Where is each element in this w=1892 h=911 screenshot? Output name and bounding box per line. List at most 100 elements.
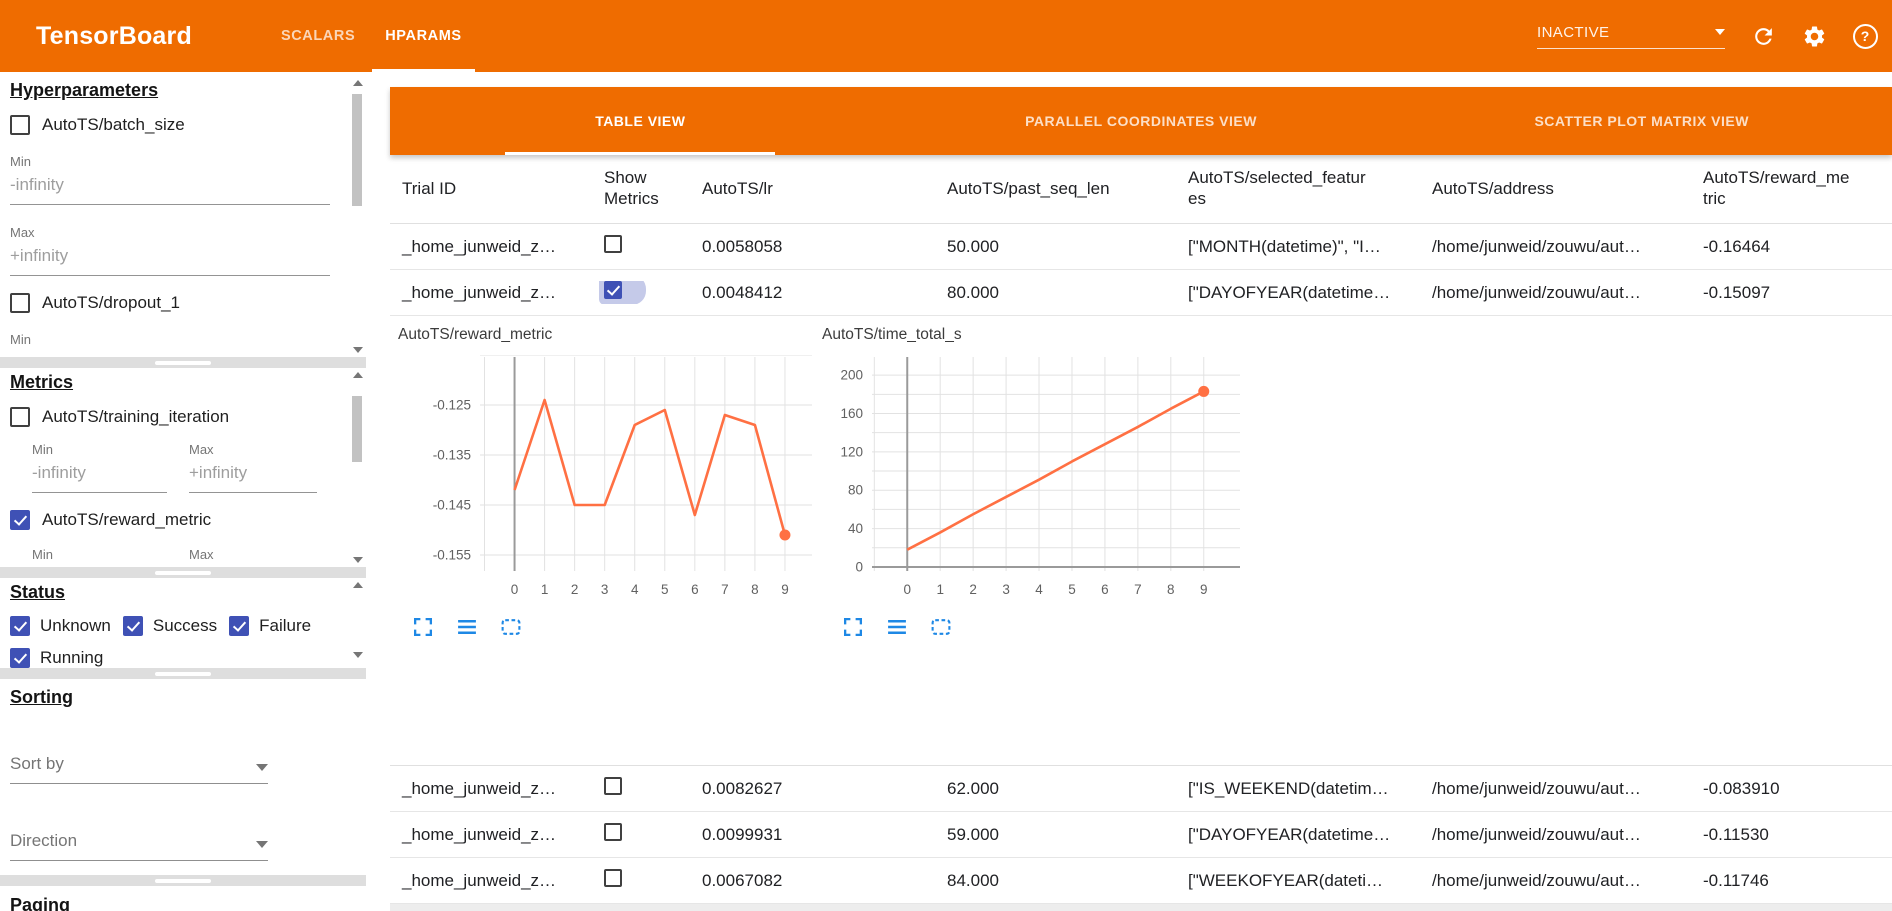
- max-input[interactable]: +infinity: [189, 457, 317, 493]
- direction-select[interactable]: Direction: [10, 831, 268, 861]
- svg-text:2: 2: [571, 582, 579, 597]
- scrollbar-thumb[interactable]: [352, 94, 362, 206]
- status-option-success[interactable]: Success: [122, 611, 217, 641]
- run-status-value: INACTIVE: [1537, 23, 1610, 41]
- checkbox[interactable]: [10, 616, 30, 636]
- svg-text:7: 7: [721, 582, 729, 597]
- chevron-down-icon: [256, 841, 268, 848]
- checkbox[interactable]: [10, 510, 30, 530]
- selected-features-cell: ["DAYOFYEAR(datetime…: [1188, 824, 1391, 844]
- checkbox[interactable]: [10, 407, 30, 427]
- status-label: Unknown: [40, 616, 111, 635]
- show-metrics-checkbox[interactable]: [604, 281, 622, 299]
- sort-by-value: Sort by: [10, 754, 64, 773]
- checkbox[interactable]: [10, 648, 30, 668]
- reward-metric-cell: -0.16464: [1703, 236, 1771, 256]
- scroll-down-icon[interactable]: [353, 557, 363, 563]
- svg-text:5: 5: [1068, 582, 1076, 597]
- column-header: AutoTS/address: [1432, 178, 1554, 198]
- scroll-down-icon[interactable]: [353, 652, 363, 658]
- svg-text:4: 4: [1035, 582, 1043, 597]
- tab-scalars[interactable]: SCALARS: [280, 28, 356, 44]
- address-cell: /home/junweid/zouwu/aut…: [1432, 870, 1641, 890]
- table-rows-top: _home_junweid_z… 0.0058058 50.000 ["MONTH(d…: [390, 224, 1892, 316]
- metric-label: AutoTS/training_iteration: [42, 407, 230, 426]
- zoom-selection-icon[interactable]: [500, 616, 522, 638]
- tab-scatter-plot-matrix-view[interactable]: SCATTER PLOT MATRIX VIEW: [1534, 113, 1749, 129]
- status-option-running[interactable]: Running: [10, 643, 103, 668]
- svg-text:9: 9: [1200, 582, 1208, 597]
- table-rows-bottom: _home_junweid_z… 0.0082627 62.000 ["IS_WEEK…: [390, 766, 1892, 904]
- sort-by-select[interactable]: Sort by: [10, 754, 268, 784]
- status-option-failure[interactable]: Failure: [229, 611, 311, 641]
- metric-item-reward-metric[interactable]: AutoTS/reward_metric: [10, 505, 330, 535]
- section-divider[interactable]: [0, 357, 366, 368]
- gear-icon: [1804, 26, 1824, 46]
- refresh-button[interactable]: [1750, 23, 1776, 49]
- help-button[interactable]: ?: [1852, 23, 1878, 49]
- checkbox[interactable]: [122, 616, 143, 636]
- lr-cell: 0.0058058: [702, 236, 783, 256]
- section-scrollbar[interactable]: [351, 78, 364, 355]
- table-header-row: Trial ID Show Metrics AutoTS/lr AutoTS/past…: [390, 155, 1892, 224]
- fullscreen-icon[interactable]: [412, 616, 434, 638]
- chart-toolbar: [412, 616, 822, 638]
- scroll-up-icon[interactable]: [353, 80, 363, 86]
- show-metrics-cell: [592, 281, 690, 304]
- max-field: Max +infinity: [10, 225, 330, 276]
- scrollbar-thumb[interactable]: [352, 396, 362, 462]
- show-metrics-checkbox[interactable]: [604, 869, 622, 887]
- data-table-icon[interactable]: [456, 616, 478, 638]
- svg-text:3: 3: [601, 582, 609, 597]
- section-scrollbar[interactable]: [351, 370, 364, 565]
- svg-text:-0.155: -0.155: [433, 548, 471, 563]
- tab-parallel-coordinates-view[interactable]: PARALLEL COORDINATES VIEW: [1025, 113, 1257, 129]
- checkbox[interactable]: [10, 293, 30, 313]
- past-seq-len-cell: 59.000: [947, 824, 999, 844]
- status-option-unknown[interactable]: Unknown: [10, 611, 111, 641]
- show-metrics-checkbox[interactable]: [604, 235, 622, 253]
- checkbox[interactable]: [10, 115, 30, 135]
- min-max-fields: Min -infinity Max +infinity: [32, 442, 330, 493]
- zoom-selection-icon[interactable]: [930, 616, 952, 638]
- status-title: Status: [10, 582, 66, 602]
- min-input[interactable]: -infinity: [10, 169, 330, 205]
- data-table-icon[interactable]: [886, 616, 908, 638]
- tab-hparams[interactable]: HPARAMS: [370, 0, 476, 72]
- hparam-item-batch-size[interactable]: AutoTS/batch_size: [10, 110, 330, 140]
- refresh-icon: [1754, 27, 1772, 45]
- column-header: AutoTS/lr: [702, 178, 773, 198]
- tab-table-view[interactable]: TABLE VIEW: [390, 87, 891, 155]
- hparam-item-dropout-1[interactable]: AutoTS/dropout_1: [10, 288, 330, 318]
- section-scrollbar[interactable]: [351, 580, 364, 666]
- checkbox[interactable]: [229, 616, 250, 636]
- trial-id-cell: _home_junweid_z…: [402, 824, 557, 844]
- trial-id-cell: _home_junweid_z…: [402, 870, 557, 890]
- scroll-up-icon[interactable]: [353, 582, 363, 588]
- main-content: TABLE VIEW PARALLEL COORDINATES VIEW SCA…: [390, 87, 1892, 911]
- drag-handle-icon: [155, 570, 211, 575]
- max-input[interactable]: +infinity: [10, 240, 330, 276]
- status-label: Failure: [259, 616, 312, 635]
- svg-text:-0.145: -0.145: [433, 498, 471, 513]
- scroll-up-icon[interactable]: [353, 372, 363, 378]
- fullscreen-icon[interactable]: [842, 616, 864, 638]
- section-divider[interactable]: [0, 567, 366, 578]
- show-metrics-checkbox[interactable]: [604, 823, 622, 841]
- selected-features-cell: ["MONTH(datetime)", "I…: [1188, 236, 1381, 256]
- svg-text:6: 6: [691, 582, 699, 597]
- show-metrics-checkbox[interactable]: [604, 777, 622, 795]
- min-input[interactable]: -infinity: [32, 457, 167, 493]
- address-cell: /home/junweid/zouwu/aut…: [1432, 824, 1641, 844]
- min-label: Min: [10, 154, 31, 169]
- settings-button[interactable]: [1801, 23, 1827, 49]
- svg-text:160: 160: [840, 406, 863, 421]
- drag-handle-icon: [155, 360, 211, 365]
- svg-text:5: 5: [661, 582, 669, 597]
- scroll-down-icon[interactable]: [353, 347, 363, 353]
- metric-item-training-iteration[interactable]: AutoTS/training_iteration: [10, 402, 330, 432]
- run-status-select[interactable]: INACTIVE: [1537, 24, 1725, 49]
- section-divider[interactable]: [0, 668, 366, 679]
- section-divider[interactable]: [0, 875, 366, 886]
- address-cell: /home/junweid/zouwu/aut…: [1432, 778, 1641, 798]
